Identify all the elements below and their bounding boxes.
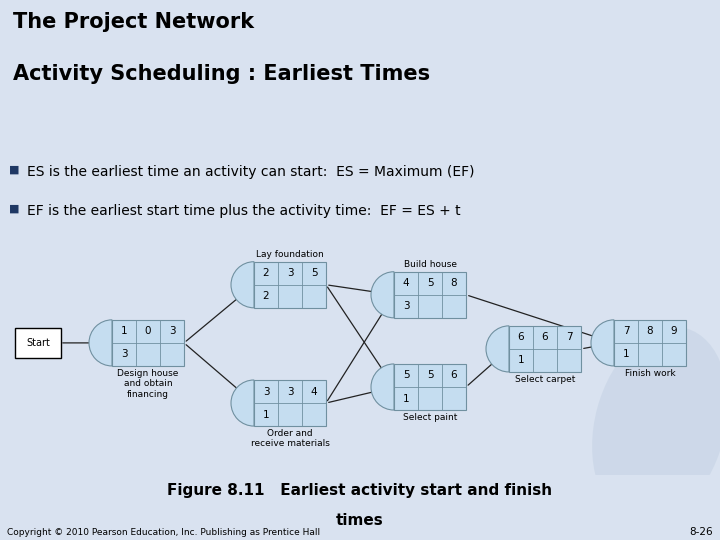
Text: 5: 5	[311, 268, 318, 278]
FancyBboxPatch shape	[509, 326, 581, 372]
Text: 5: 5	[427, 278, 433, 288]
Text: 4: 4	[402, 278, 409, 288]
FancyBboxPatch shape	[394, 364, 466, 410]
Wedge shape	[371, 364, 394, 410]
Text: Select paint: Select paint	[402, 413, 457, 422]
Text: EF is the earliest start time plus the activity time:  EF = ES + t: EF is the earliest start time plus the a…	[27, 204, 461, 218]
FancyBboxPatch shape	[394, 272, 466, 318]
Text: Figure 8.11   Earliest activity start and finish: Figure 8.11 Earliest activity start and …	[168, 483, 552, 498]
Ellipse shape	[592, 327, 720, 523]
Text: Order and
receive materials: Order and receive materials	[251, 429, 330, 449]
Text: Copyright © 2010 Pearson Education, Inc. Publishing as Prentice Hall: Copyright © 2010 Pearson Education, Inc.…	[7, 529, 320, 537]
FancyBboxPatch shape	[614, 320, 686, 366]
Text: 9: 9	[671, 326, 678, 336]
Text: Activity Scheduling : Earliest Times: Activity Scheduling : Earliest Times	[13, 64, 430, 84]
Text: Design house
and obtain
financing: Design house and obtain financing	[117, 369, 179, 399]
Text: 0: 0	[145, 326, 151, 336]
Text: ■: ■	[9, 204, 20, 214]
Text: 3: 3	[287, 387, 293, 396]
Wedge shape	[371, 272, 394, 318]
Text: 1: 1	[518, 355, 524, 366]
Text: times: times	[336, 513, 384, 528]
Text: 5: 5	[402, 370, 409, 381]
FancyBboxPatch shape	[112, 320, 184, 366]
Text: 1: 1	[402, 394, 409, 403]
Text: ES is the earliest time an activity can start:  ES = Maximum (EF): ES is the earliest time an activity can …	[27, 165, 475, 179]
Text: 6: 6	[541, 333, 549, 342]
Text: 8-26: 8-26	[689, 528, 713, 537]
Text: 5: 5	[427, 370, 433, 381]
Text: 1: 1	[263, 409, 269, 420]
Text: 8: 8	[451, 278, 457, 288]
Text: 3: 3	[402, 301, 409, 312]
Text: 3: 3	[287, 268, 293, 278]
Text: The Project Network: The Project Network	[13, 12, 254, 32]
Text: 6: 6	[518, 333, 524, 342]
FancyBboxPatch shape	[254, 380, 326, 426]
Wedge shape	[591, 320, 614, 366]
Text: 2: 2	[263, 291, 269, 301]
Text: Lay foundation: Lay foundation	[256, 249, 324, 259]
Text: 3: 3	[121, 349, 127, 360]
Text: Finish work: Finish work	[625, 369, 675, 378]
Text: 2: 2	[263, 268, 269, 278]
Text: 3: 3	[168, 326, 175, 336]
Wedge shape	[486, 326, 509, 372]
Text: Select carpet: Select carpet	[515, 375, 575, 384]
Text: 8: 8	[647, 326, 653, 336]
Text: 6: 6	[451, 370, 457, 381]
Wedge shape	[231, 380, 254, 426]
Text: 7: 7	[566, 333, 572, 342]
Text: 7: 7	[623, 326, 629, 336]
Wedge shape	[89, 320, 112, 366]
Text: 4: 4	[311, 387, 318, 396]
Text: Start: Start	[26, 338, 50, 348]
Wedge shape	[231, 262, 254, 308]
FancyBboxPatch shape	[254, 262, 326, 308]
Text: ■: ■	[9, 165, 20, 175]
Text: 1: 1	[623, 349, 629, 360]
FancyBboxPatch shape	[15, 328, 61, 358]
Text: 3: 3	[263, 387, 269, 396]
Text: Build house: Build house	[403, 260, 456, 269]
Text: 1: 1	[121, 326, 127, 336]
